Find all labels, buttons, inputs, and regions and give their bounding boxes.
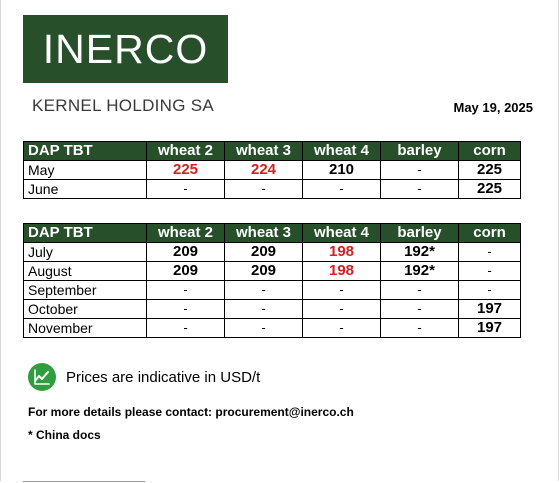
- column-header-corn: corn: [458, 141, 521, 161]
- inerco-logo: INERCO: [23, 15, 228, 83]
- column-header-barley: barley: [380, 141, 459, 161]
- indicative-note: Prices are indicative in USD/t: [28, 363, 260, 391]
- indicative-note-text: Prices are indicative in USD/t: [66, 368, 261, 386]
- price-cell: -: [302, 280, 381, 300]
- price-cell: 224: [224, 160, 303, 180]
- table-row: November - - - -197: [23, 318, 521, 338]
- price-cell: -: [146, 179, 225, 199]
- column-header-terms: DAP TBT: [23, 141, 147, 161]
- price-cell: 198: [302, 261, 381, 281]
- price-cell: -: [380, 160, 459, 180]
- table-row: August 209 209 198 192* -: [23, 261, 521, 281]
- price-cell: -: [146, 280, 225, 300]
- column-header-terms: DAP TBT: [23, 223, 147, 243]
- company-name: KERNEL HOLDING SA: [32, 96, 215, 115]
- column-header-corn: corn: [458, 223, 521, 243]
- price-cell: 209: [146, 242, 225, 262]
- price-cell: 225: [146, 160, 225, 180]
- price-cell: -: [458, 261, 521, 281]
- price-table-forward: DAP TBT wheat 2 wheat 3 wheat 4 barley corn J…: [23, 223, 521, 338]
- report-date: May 19, 2025: [453, 100, 533, 115]
- column-header-wheat-4: wheat 4: [302, 141, 381, 161]
- month-cell: June: [23, 179, 147, 199]
- price-cell: -: [458, 280, 521, 300]
- table-header-row: DAP TBT wheat 2 wheat 3 wheat 4 barley corn: [23, 223, 521, 243]
- price-cell: 197: [458, 299, 521, 319]
- price-cell: -: [302, 299, 381, 319]
- price-cell: 225: [458, 179, 521, 199]
- price-cell: 209: [224, 261, 303, 281]
- month-cell: July: [23, 242, 147, 262]
- month-cell: September: [23, 280, 147, 300]
- price-cell: -: [380, 318, 459, 338]
- contact-line: For more details please contact: procure…: [28, 405, 354, 419]
- price-cell: -: [380, 299, 459, 319]
- column-header-wheat-3: wheat 3: [224, 223, 303, 243]
- price-cell: 209: [224, 242, 303, 262]
- price-cell: -: [380, 179, 459, 199]
- price-cell: -: [146, 299, 225, 319]
- table-row: July 209 209 198 192* -: [23, 242, 521, 262]
- column-header-wheat-4: wheat 4: [302, 223, 381, 243]
- month-cell: October: [23, 299, 147, 319]
- column-header-wheat-3: wheat 3: [224, 141, 303, 161]
- table-row: October - - - -197: [23, 299, 521, 319]
- price-cell: 198: [302, 242, 381, 262]
- month-cell: August: [23, 261, 147, 281]
- table-header-row: DAP TBT wheat 2 wheat 3 wheat 4 barley corn: [23, 141, 521, 161]
- price-cell: 192*: [380, 242, 459, 262]
- table-row: May 225 224 210-225: [23, 160, 521, 180]
- price-cell: -: [224, 179, 303, 199]
- price-cell: 197: [458, 318, 521, 338]
- price-cell: -: [224, 318, 303, 338]
- china-docs-footnote: * China docs: [28, 428, 101, 442]
- price-cell: 209: [146, 261, 225, 281]
- column-header-barley: barley: [380, 223, 459, 243]
- price-cell: -: [302, 318, 381, 338]
- column-header-wheat-2: wheat 2: [146, 223, 225, 243]
- price-cell: 192*: [380, 261, 459, 281]
- logo-text: INERCO: [42, 25, 209, 72]
- price-cell: -: [146, 318, 225, 338]
- price-cell: -: [458, 242, 521, 262]
- table-row: September - - - - -: [23, 280, 521, 300]
- price-cell: -: [380, 280, 459, 300]
- month-cell: May: [23, 160, 147, 180]
- price-cell: 210: [302, 160, 381, 180]
- price-cell: -: [224, 280, 303, 300]
- divider: [23, 481, 145, 482]
- month-cell: November: [23, 318, 147, 338]
- trend-chart-icon: [28, 363, 56, 391]
- price-table-near: DAP TBT wheat 2 wheat 3 wheat 4 barley corn M…: [23, 141, 521, 199]
- price-cell: -: [302, 179, 381, 199]
- price-cell: 225: [458, 160, 521, 180]
- price-cell: -: [224, 299, 303, 319]
- column-header-wheat-2: wheat 2: [146, 141, 225, 161]
- table-row: June - - - -225: [23, 179, 521, 199]
